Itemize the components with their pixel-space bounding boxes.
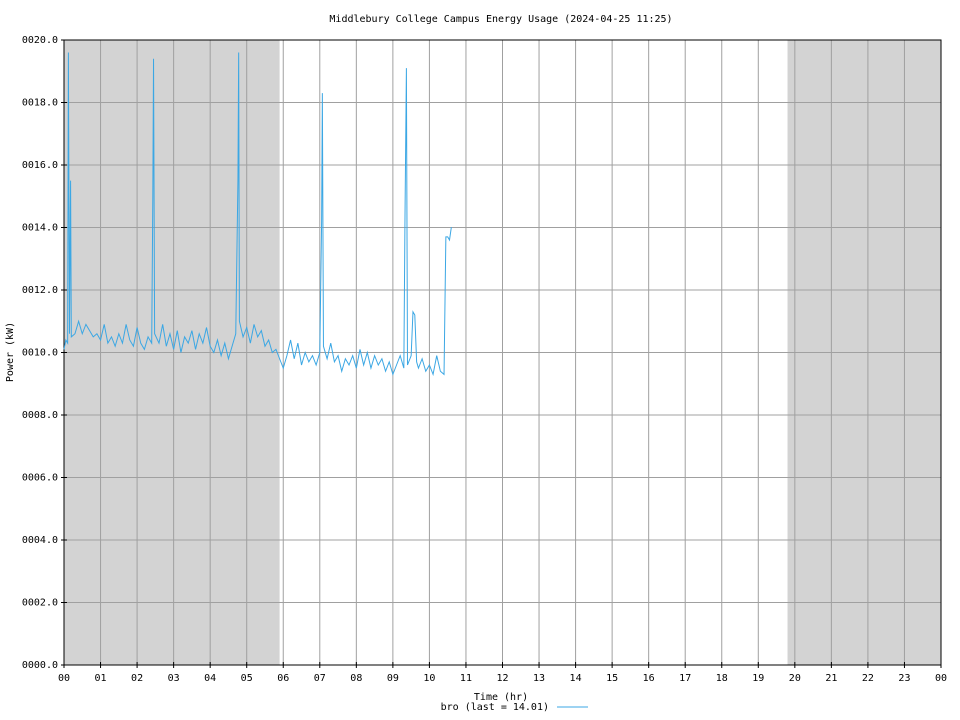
y-axis-label: Power (kW) xyxy=(5,322,16,382)
x-tick-label: 22 xyxy=(862,673,874,684)
y-tick-label: 0002.0 xyxy=(22,598,58,609)
x-tick-label: 09 xyxy=(387,673,399,684)
x-tick-label: 15 xyxy=(606,673,618,684)
x-tick-label: 05 xyxy=(241,673,253,684)
y-tick-label: 0010.0 xyxy=(22,348,58,359)
x-tick-label: 16 xyxy=(643,673,655,684)
data-line xyxy=(63,52,452,377)
x-tick-label: 01 xyxy=(95,673,107,684)
x-tick-label: 03 xyxy=(168,673,180,684)
x-tick-label: 21 xyxy=(825,673,837,684)
x-tick-label: 07 xyxy=(314,673,326,684)
x-tick-label: 00 xyxy=(935,673,947,684)
x-axis-label: Time (hr) xyxy=(474,692,528,703)
y-tick-label: 0020.0 xyxy=(22,35,58,46)
x-tick-label: 14 xyxy=(570,673,582,684)
y-tick-label: 0018.0 xyxy=(22,98,58,109)
legend-label: bro (last = 14.01) xyxy=(441,702,549,713)
x-tick-label: 10 xyxy=(423,673,435,684)
x-tick-label: 12 xyxy=(496,673,508,684)
x-tick-label: 04 xyxy=(204,673,216,684)
x-tick-label: 23 xyxy=(898,673,910,684)
y-tick-label: 0000.0 xyxy=(22,660,58,671)
y-tick-label: 0004.0 xyxy=(22,535,58,546)
x-tick-label: 13 xyxy=(533,673,545,684)
x-tick-label: 00 xyxy=(58,673,70,684)
x-tick-label: 20 xyxy=(789,673,801,684)
x-tick-label: 18 xyxy=(716,673,728,684)
y-tick-label: 0008.0 xyxy=(22,410,58,421)
x-tick-label: 11 xyxy=(460,673,472,684)
x-tick-label: 08 xyxy=(350,673,362,684)
x-tick-label: 17 xyxy=(679,673,691,684)
x-tick-label: 19 xyxy=(752,673,764,684)
chart-title: Middlebury College Campus Energy Usage (… xyxy=(329,14,672,25)
y-tick-label: 0016.0 xyxy=(22,160,58,171)
x-tick-label: 02 xyxy=(131,673,143,684)
y-tick-label: 0014.0 xyxy=(22,223,58,234)
x-tick-label: 06 xyxy=(277,673,289,684)
plot-frame xyxy=(63,39,942,666)
y-tick-label: 0006.0 xyxy=(22,473,58,484)
y-tick-label: 0012.0 xyxy=(22,285,58,296)
